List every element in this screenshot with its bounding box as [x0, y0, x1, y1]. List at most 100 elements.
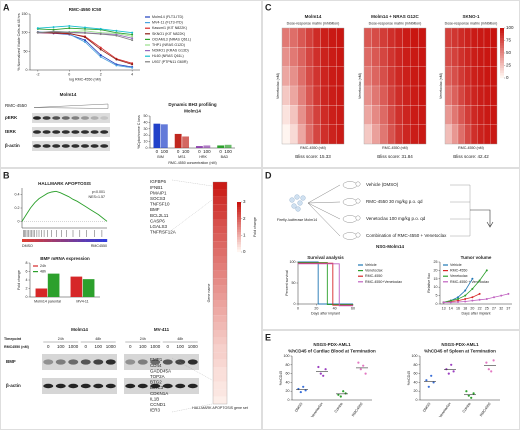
heat-cell — [444, 105, 452, 125]
blot-band — [187, 383, 198, 389]
x-axis-label: HALLMARK APOPTOSIS gene set — [192, 406, 248, 410]
legend-label: Venetoclax — [365, 269, 383, 273]
blot-band — [90, 144, 99, 148]
y-tick-label: 40 — [286, 380, 290, 384]
data-point — [324, 368, 327, 371]
colorbar-step — [500, 35, 504, 39]
timepoint-label: 24h — [58, 337, 64, 341]
y-tick-label: 50 — [292, 281, 296, 285]
y-tick-label: 0 — [288, 398, 290, 402]
y-axis-label: Relative flux — [427, 273, 431, 293]
chart-title: Dynamic BH3 profiling — [168, 102, 217, 107]
legend-label: RMC-4550 — [450, 269, 467, 273]
heat-cell — [402, 85, 411, 106]
arrow — [307, 201, 341, 204]
colorbar-step — [500, 45, 504, 49]
heat-cell — [410, 66, 419, 87]
blot-band — [93, 359, 104, 365]
dose-label: 100 — [94, 344, 102, 349]
y-axis-label: Venetoclax (nM) — [358, 73, 362, 99]
heat-cell — [305, 105, 314, 125]
colorbar-title: Fold change — [253, 217, 257, 237]
heat-cell — [477, 105, 485, 125]
mouse-head — [355, 181, 361, 187]
y-tick-label: 20 — [434, 268, 438, 272]
heat-cell — [457, 66, 465, 87]
data-point — [362, 364, 365, 367]
chart-title: Tumor volume — [461, 255, 492, 260]
y-tick-label: 0 — [18, 219, 20, 223]
heat-cell — [464, 85, 472, 106]
data-point — [36, 31, 39, 34]
colorbar-step — [500, 73, 504, 76]
timepoint-label: 48h — [95, 337, 101, 341]
data-point — [472, 392, 475, 395]
mouse-body — [342, 215, 358, 223]
heat-cell — [477, 85, 485, 106]
x-tick-label: 0 — [68, 72, 70, 76]
heat-cell — [281, 85, 290, 106]
heat-cell — [312, 124, 321, 145]
blot-band — [42, 130, 51, 134]
heat-cell — [387, 124, 396, 145]
y-tick-label: 50 — [24, 49, 28, 53]
data-point — [84, 41, 86, 43]
gene-name: GADD45A — [150, 368, 171, 373]
data-point — [84, 39, 86, 42]
data-point — [464, 294, 467, 297]
blot-band — [43, 359, 54, 365]
heat-cell — [281, 27, 290, 48]
blot-strip — [42, 378, 117, 394]
legend-label: Vehicle — [365, 263, 377, 267]
bar — [217, 145, 225, 148]
blot-row-label: BMF — [6, 359, 16, 364]
y-axis-label: Gene name — [207, 284, 211, 303]
heat-cell — [281, 47, 290, 67]
legend-label: Venetoclax — [450, 274, 468, 278]
arrow — [307, 184, 341, 204]
heat-cell — [363, 27, 372, 48]
gene-name: CD44 — [150, 363, 162, 368]
heat-cell — [402, 47, 411, 67]
data-point — [99, 46, 102, 49]
blot-band — [61, 116, 70, 120]
blot-band — [43, 383, 54, 389]
bar — [195, 146, 203, 148]
data-point — [304, 389, 307, 392]
y-tick-label: 6 — [26, 269, 28, 273]
chart-title: Molm14 — [305, 14, 322, 19]
annotation: NES=1.57 — [89, 195, 105, 199]
rank-gradient — [39, 239, 44, 242]
heat-cell — [483, 105, 491, 125]
chart-subtitle: %hCD45 of Cardiac Blood at Termination — [288, 349, 376, 354]
data-point — [131, 39, 134, 42]
heat-cell — [213, 352, 228, 360]
heat-cell — [470, 124, 478, 145]
data-point — [485, 297, 488, 300]
blot-band — [55, 383, 66, 389]
blot-band — [71, 144, 80, 148]
heat-cell — [418, 85, 427, 106]
heat-cell — [418, 105, 427, 125]
heat-cell — [477, 124, 485, 145]
heat-cell — [464, 47, 472, 67]
y-tick-label: 0 — [416, 398, 418, 402]
blot-strip — [124, 378, 199, 394]
heat-cell — [387, 85, 396, 106]
survival-curve — [298, 261, 353, 305]
heat-cell — [312, 66, 321, 87]
heat-cell — [213, 285, 228, 294]
gene-name: CDKN1A — [150, 391, 168, 396]
colorbar-step — [500, 63, 504, 66]
x-tick-label: 37 — [506, 306, 510, 310]
y-axis-label: Percent survival — [285, 270, 289, 296]
gene-name: IFNB1 — [150, 185, 163, 190]
heat-cell — [328, 85, 337, 106]
gene-name: IL1B — [150, 396, 159, 401]
legend-label: SKNO1 (KIT N822K) — [152, 32, 185, 36]
x-tick-label: 27 — [492, 306, 496, 310]
heat-cell — [320, 47, 329, 67]
heat-cell — [410, 27, 419, 48]
colorbar-step — [500, 55, 504, 59]
x-tick-label: 20 — [314, 306, 318, 310]
